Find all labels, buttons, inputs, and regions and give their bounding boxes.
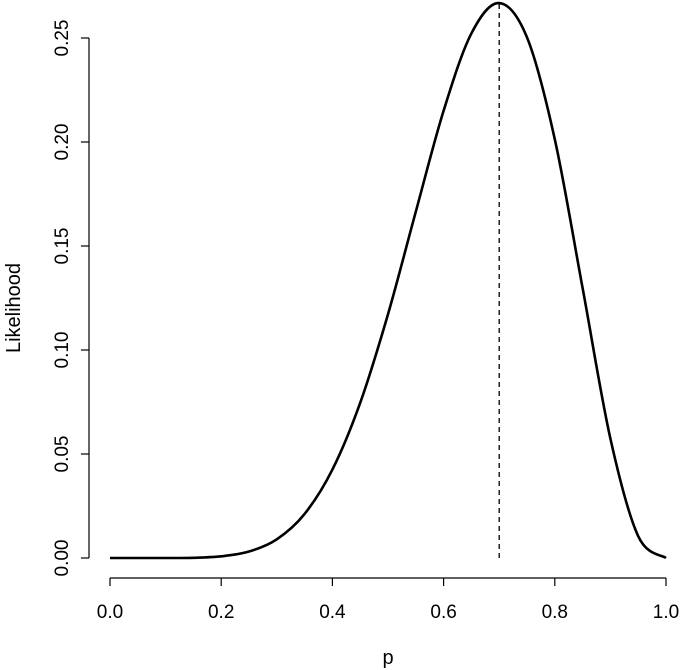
y-axis: 0.00 0.05 0.10 0.15 0.20 0.25 xyxy=(52,20,90,577)
x-tick-label: 0.2 xyxy=(208,602,234,623)
x-tick-label: 1.0 xyxy=(653,602,679,623)
x-tick-label: 0.0 xyxy=(97,602,123,623)
y-tick-label: 0.20 xyxy=(52,124,73,161)
x-tick-label: 0.8 xyxy=(542,602,568,623)
x-tick-label: 0.4 xyxy=(319,602,346,623)
y-axis-label: Likelihood xyxy=(3,263,25,353)
plot-area xyxy=(110,1,667,560)
y-tick-label: 0.15 xyxy=(52,228,73,265)
x-axis: 0.0 0.2 0.4 0.6 0.8 1.0 xyxy=(97,577,679,623)
y-tick-label: 0.00 xyxy=(52,540,73,577)
y-tick-label: 0.25 xyxy=(52,20,73,57)
y-tick-label: 0.05 xyxy=(52,436,73,473)
likelihood-curve xyxy=(110,1,667,560)
x-axis-label: p xyxy=(382,647,393,669)
x-tick-label: 0.6 xyxy=(430,602,456,623)
y-tick-label: 0.10 xyxy=(52,332,73,369)
